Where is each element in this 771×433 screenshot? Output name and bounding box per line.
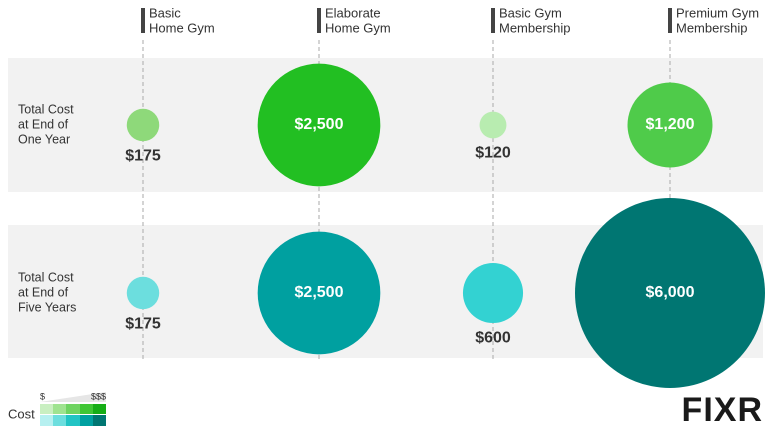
bubble xyxy=(627,82,713,168)
legend-swatches xyxy=(40,392,106,426)
category-label: Premium Gym xyxy=(676,5,759,20)
value-label: $175 xyxy=(125,315,161,332)
value-label: $175 xyxy=(125,147,161,164)
bubble xyxy=(257,63,381,187)
category-label: Home Gym xyxy=(325,20,391,35)
category-label: Membership xyxy=(499,20,571,35)
value-label: $2,500 xyxy=(295,116,344,133)
category-marker xyxy=(317,8,321,33)
legend-low: $ xyxy=(40,391,45,401)
value-label: $1,200 xyxy=(646,116,695,133)
category-label: Elaborate xyxy=(325,5,381,20)
bubble xyxy=(126,276,160,310)
value-label: $6,000 xyxy=(646,284,695,301)
bubble xyxy=(257,231,381,355)
value-label: $600 xyxy=(475,329,511,346)
legend-high: $$$ xyxy=(91,391,106,401)
category-marker xyxy=(491,8,495,33)
category-marker xyxy=(668,8,672,33)
value-label: $2,500 xyxy=(295,284,344,301)
row-label: Total Cost xyxy=(18,102,74,116)
bubble xyxy=(126,108,160,142)
category-label: Membership xyxy=(676,20,748,35)
logo: FIXR xyxy=(682,391,763,429)
bubble xyxy=(575,198,765,388)
value-label: $120 xyxy=(475,145,511,162)
category-label: Basic xyxy=(149,5,181,20)
bubble xyxy=(479,111,507,139)
bubble xyxy=(462,262,524,324)
category-label: Home Gym xyxy=(149,20,215,35)
legend-title: Cost xyxy=(8,406,35,421)
category-label: Basic Gym xyxy=(499,5,562,20)
row-label: at End of xyxy=(18,117,69,131)
row-label: Five Years xyxy=(18,300,76,314)
row-label: One Year xyxy=(18,132,70,146)
row-label: at End of xyxy=(18,285,69,299)
row-label: Total Cost xyxy=(18,270,74,284)
category-marker xyxy=(141,8,145,33)
